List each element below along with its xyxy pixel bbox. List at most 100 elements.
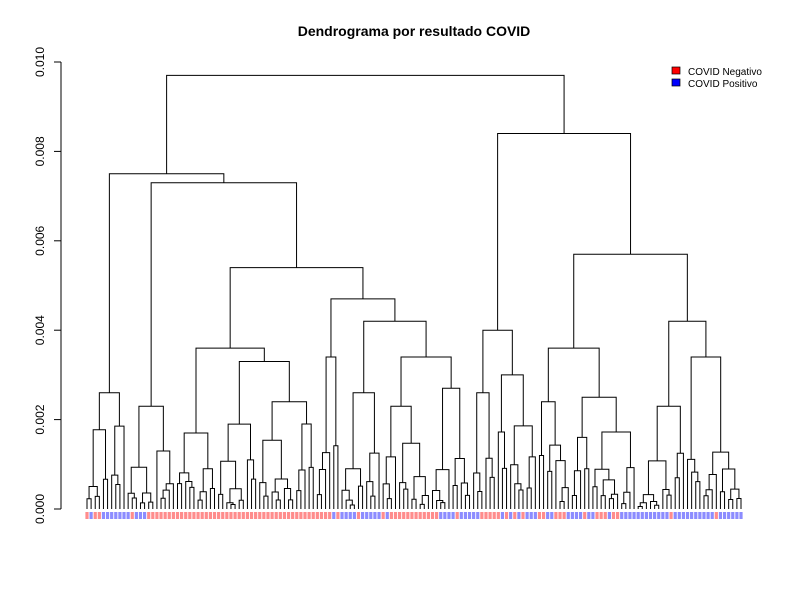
leaf-label [311,512,315,519]
leaf-label [212,512,217,519]
y-tick-label: 0.006 [33,225,47,255]
leaf-label [690,512,694,519]
leaf-label [398,512,402,519]
leaf-label [233,512,237,519]
dendrogram-link [251,478,257,509]
legend-swatch-positivo [671,78,681,87]
leaf-label [348,512,352,519]
dendrogram-link [156,450,171,509]
leaf-label [418,512,422,519]
leaf-label [583,512,587,519]
leaf-label [681,512,686,519]
dendrogram-link [195,347,265,434]
leaf-label [739,512,743,519]
dendrogram-link [549,444,562,472]
dendrogram-link [573,253,688,349]
dendrogram-link [229,267,364,349]
leaf-label [459,512,463,519]
dendrogram-link [370,495,376,509]
y-tick-label: 0.008 [33,136,47,166]
leaf-label [175,512,180,519]
dendrogram-link [185,481,193,509]
dendrogram-link [271,401,308,441]
leaf-label [476,512,480,519]
leaf-label [245,512,250,519]
leaf-label [484,512,488,519]
dendrogram-link [189,486,195,509]
dendrogram-link [674,477,680,509]
leaf-label [430,512,435,519]
dendrogram-link [283,488,292,509]
leaf-label [570,512,574,519]
leaf-label [636,512,640,519]
dendrogram-link [165,483,174,509]
dendrogram-link [547,470,553,509]
dendrogram-link [695,481,701,509]
dendrogram-link [262,439,282,483]
dendrogram-link [676,452,684,509]
leaf-label [439,512,443,519]
leaf-label [323,512,328,519]
dendrogram-link [497,133,632,331]
leaf-label [685,512,690,519]
leaf-label [504,512,509,519]
dendrogram-link [318,468,327,509]
leaf-label [200,512,204,519]
dendrogram-link [528,456,536,509]
leaf-label [496,512,500,519]
leaf-label [217,512,221,519]
dendrogram-link [274,478,289,493]
dendrogram-link [330,298,396,358]
leaf-label [492,512,496,519]
leaf-label [249,512,254,519]
dendrogram-link [656,405,681,461]
dendrogram-link [238,360,290,425]
leaf-label [315,512,319,519]
y-tick-label: 0.000 [33,494,47,524]
leaf-label [270,512,274,519]
leaf-label [184,512,188,519]
leaf-label [702,512,706,519]
leaf-labels [85,512,743,519]
leaf-label [435,512,439,519]
dendrogram-link [500,374,524,433]
leaf-label [307,512,311,519]
leaf-label [706,512,710,519]
dendrogram-link [209,488,216,509]
dendrogram-link [366,481,374,509]
dendrogram-link [623,491,631,509]
dendrogram-link [594,468,610,487]
leaf-label [611,512,616,519]
leaf-label [447,512,451,519]
leaf-label [142,512,147,519]
leaf-label [550,512,554,519]
dendrogram-link [736,498,742,509]
dendrogram-link [654,504,660,509]
leaf-label [722,512,727,519]
dendrogram-link [220,460,237,495]
dendrogram-link [139,502,146,509]
leaf-label [266,512,270,519]
dendrogram-link [577,436,588,471]
leaf-label [360,512,365,519]
dendrogram-tree [86,74,742,509]
leaf-label [373,512,377,519]
dendrogram-link [108,173,225,393]
leaf-label [546,512,550,519]
dendrogram-link [102,478,109,509]
leaf-label [282,512,287,519]
dendrogram-link [246,459,255,509]
dendrogram-link [712,451,730,475]
leaf-label [661,512,665,519]
leaf-label [648,512,653,519]
dendrogram-link [88,486,98,499]
leaf-label [718,512,723,519]
leaf-label [393,512,398,519]
y-tick-label: 0.004 [33,315,47,345]
leaf-label [225,512,229,519]
dendrogram-link [86,498,92,509]
leaf-label [221,512,225,519]
leaf-label [110,512,114,519]
leaf-label [414,512,418,519]
